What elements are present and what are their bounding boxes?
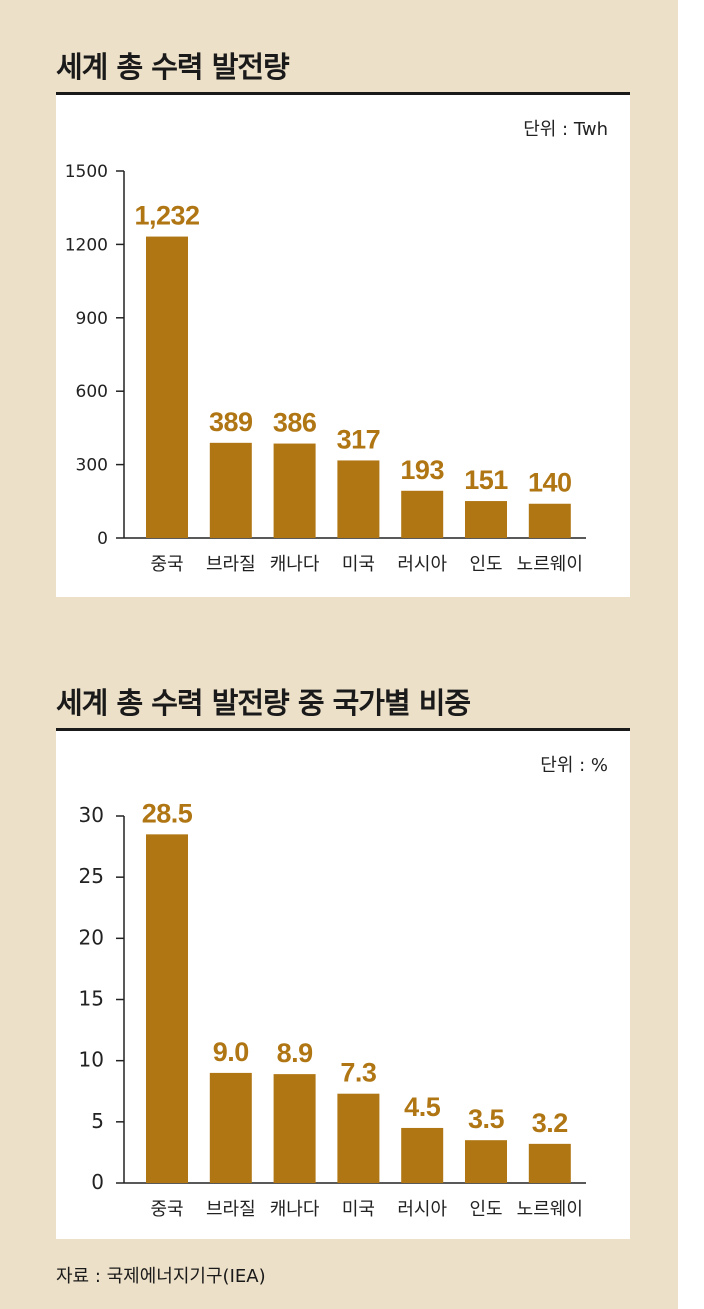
chart1-unit-label: 단위 : Twh: [523, 119, 608, 140]
chart1-category-label: 러시아: [397, 554, 447, 575]
chart2-value-label: 28.5: [142, 798, 193, 828]
chart2-bar: [401, 1127, 444, 1183]
chart2-value-label: 9.0: [213, 1037, 249, 1067]
chart2-y-tick-label: 0: [91, 1170, 104, 1194]
chart1-y-tick-label: 1200: [65, 235, 108, 255]
chart1-value-label: 151: [464, 465, 508, 495]
source-note: 자료 : 국제에너지기구(IEA): [56, 1266, 266, 1287]
chart2-category-label: 러시아: [397, 1199, 447, 1220]
chart2-category-label: 인도: [469, 1199, 502, 1220]
chart2-value-label: 3.5: [468, 1104, 505, 1134]
chart1-bar: [465, 501, 507, 538]
chart2-bar: [465, 1140, 507, 1183]
chart1-svg: 0 300 600 900 1200 1500 1,232 중국 389 브라질 386 캐나다 317…: [65, 162, 586, 575]
chart1-y-tick-label: 0: [97, 529, 108, 549]
chart1-category-label: 캐나다: [270, 554, 320, 575]
chart2-bar: [273, 1074, 316, 1183]
chart1-value-label: 1,232: [134, 201, 199, 231]
chart1-value-label: 389: [209, 407, 253, 437]
chart2-y-tick-label: 15: [79, 987, 104, 1011]
chart2-category-label: 브라질: [206, 1199, 256, 1220]
chart2-category-label: 중국: [150, 1199, 183, 1220]
chart1-category-label: 미국: [342, 554, 375, 575]
chart1-category-label: 중국: [150, 554, 183, 575]
chart1-y-tick-label: 300: [76, 456, 108, 476]
chart1-bar: [273, 443, 316, 538]
chart1-bar: [146, 236, 188, 538]
chart2-value-label: 8.9: [277, 1038, 314, 1068]
chart2-title: 세계 총 수력 발전량 중 국가별 비중: [56, 686, 471, 720]
chart1-category-label: 브라질: [206, 554, 256, 575]
chart1-y-tick-label: 900: [76, 309, 108, 329]
chart2-bar: [146, 834, 188, 1183]
chart1-bar: [528, 503, 571, 538]
chart2-value-label: 4.5: [404, 1092, 441, 1122]
chart1-bar: [401, 490, 444, 538]
chart1-title: 세계 총 수력 발전량: [56, 50, 290, 84]
chart1-bar: [337, 460, 380, 538]
chart1-category-label: 노르웨이: [517, 554, 583, 575]
chart2-svg: 0 5 10 15 20 25 30 28.5 중국 9.0 브라질 8.9 캐나다 7.3 미국 4.5 러시…: [79, 798, 586, 1220]
chart2-category-label: 캐나다: [270, 1199, 320, 1220]
chart2-bar: [209, 1072, 252, 1183]
chart1-value-label: 140: [528, 468, 572, 498]
chart1-title-rule: [56, 92, 630, 95]
chart1-y-tick-label: 600: [76, 382, 108, 402]
chart2-y-tick-label: 30: [79, 803, 104, 827]
chart2-y-tick-label: 10: [79, 1048, 104, 1072]
chart2-panel: 단위 : % 0 5 10 15 20 25 30 28.5 중국 9.0 브라질 8.9 캐나다 7.3…: [56, 731, 630, 1239]
chart1-panel: 단위 : Twh 0 300 600 900 1200 1500 1,232 중국 389 브라질…: [56, 95, 630, 597]
chart2-category-label: 미국: [342, 1199, 375, 1220]
chart1-y-tick-label: 1500: [65, 162, 108, 182]
chart2-unit-label: 단위 : %: [540, 755, 608, 776]
chart1-value-label: 317: [337, 424, 381, 454]
infographic: 세계 총 수력 발전량 단위 : Twh 0 300 600 900 1200 1500 1…: [0, 0, 678, 1309]
chart2-value-label: 7.3: [340, 1058, 377, 1088]
chart2-y-tick-label: 20: [79, 925, 104, 949]
chart2-category-label: 노르웨이: [517, 1199, 583, 1220]
chart2-y-tick-label: 25: [79, 864, 104, 888]
chart1-bar: [209, 442, 252, 538]
chart2-value-label: 3.2: [532, 1108, 568, 1138]
chart1-value-label: 386: [273, 408, 317, 438]
chart1-value-label: 193: [400, 455, 444, 485]
chart2-bar: [337, 1093, 380, 1183]
chart2-y-tick-label: 5: [91, 1109, 104, 1133]
chart1-category-label: 인도: [469, 554, 502, 575]
chart2-title-rule: [56, 728, 630, 731]
chart2-bar: [528, 1143, 571, 1183]
